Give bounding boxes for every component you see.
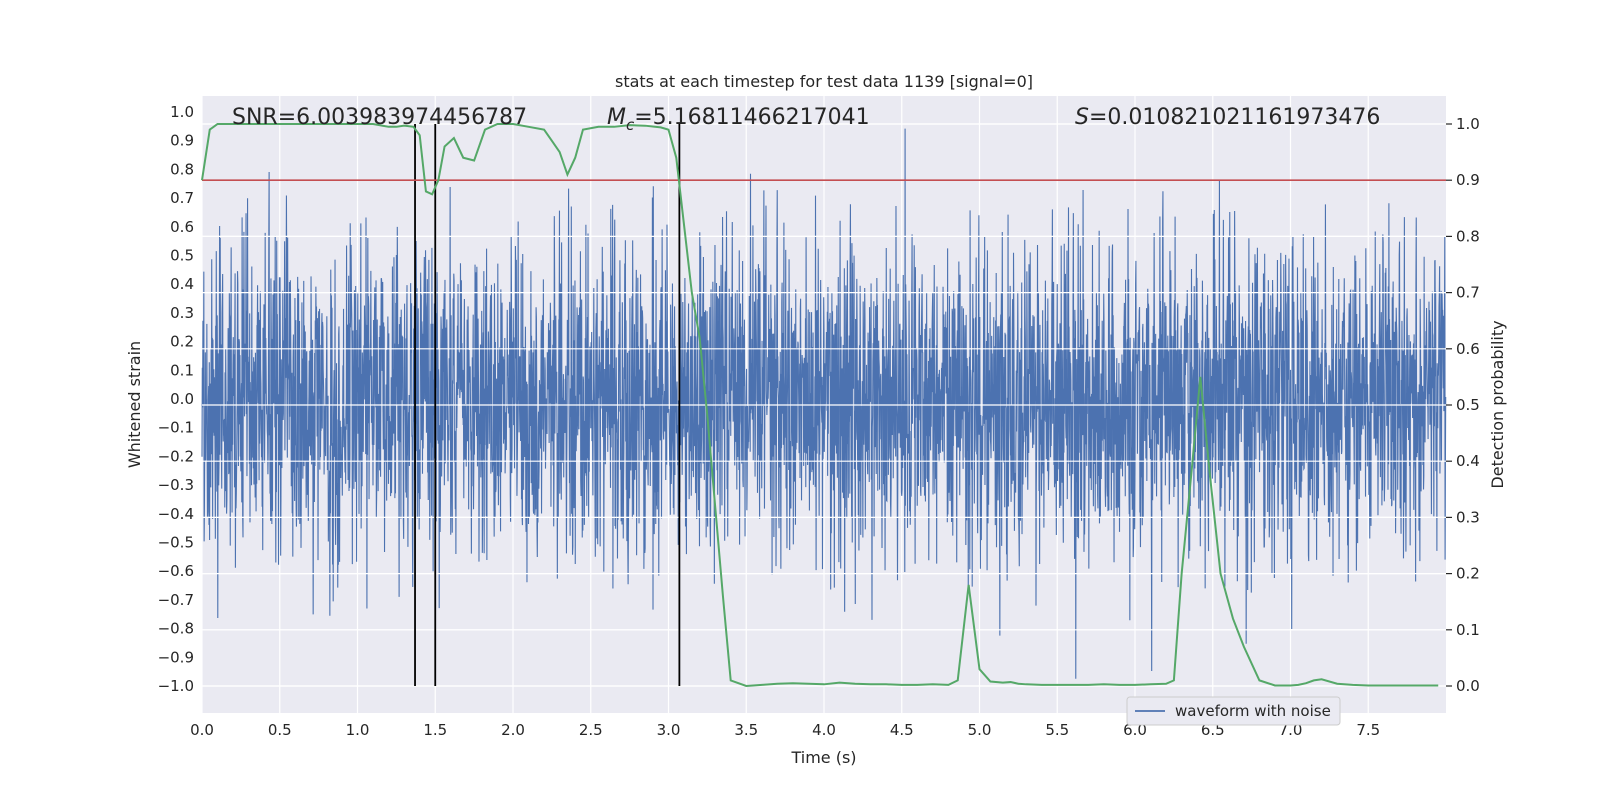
y-right-tick-labels: 1.0 0.9 0.8 0.7 0.6 0.5 0.4 0.3 0.2 0.1 0.0 <box>1446 115 1480 695</box>
y-left-tick-label: −0.5 <box>158 534 194 552</box>
y-left-tick-label: 0.1 <box>170 361 194 379</box>
x-tick-label: 0.5 <box>268 721 292 739</box>
y-left-tick-label: 0.0 <box>170 390 194 408</box>
y-left-tick-label: −0.9 <box>158 648 194 666</box>
y-right-tick-label: 1.0 <box>1456 115 1480 133</box>
waveform-series <box>201 123 1447 687</box>
s-annotation: S=0.010821021161973476 <box>1075 105 1380 130</box>
chart-title: stats at each timestep for test data 113… <box>615 72 1033 91</box>
probability-line <box>201 123 1439 688</box>
x-tick-label: 2.5 <box>579 721 603 739</box>
y-right-tick-label: 0.4 <box>1456 452 1480 470</box>
y-left-tick-label: 0.4 <box>170 275 194 293</box>
y-right-tick-label: 0.0 <box>1456 677 1480 695</box>
waveform-line <box>201 128 1447 679</box>
y-left-tick-label: −0.1 <box>158 419 194 437</box>
y-left-tick-label: −1.0 <box>158 677 194 695</box>
x-tick-label: 4.0 <box>812 721 836 739</box>
x-tick-label: 0.0 <box>190 721 214 739</box>
y-right-axis-label: Detection probability <box>1488 320 1507 488</box>
y-left-tick-label: −0.6 <box>158 562 194 580</box>
y-left-tick-label: −0.7 <box>158 591 194 609</box>
mc-value: =5.16811466217041 <box>634 105 869 130</box>
chirp-mass-annotation: Mc=5.16811466217041 <box>607 105 870 134</box>
legend-label: waveform with noise <box>1175 702 1331 720</box>
x-tick-label: 5.0 <box>968 721 992 739</box>
y-right-tick-label: 0.8 <box>1456 227 1480 245</box>
y-right-tick-label: 0.5 <box>1456 396 1480 414</box>
x-tick-label: 7.5 <box>1356 721 1380 739</box>
y-left-tick-label: −0.4 <box>158 505 194 523</box>
x-tick-label: 5.5 <box>1045 721 1069 739</box>
y-right-tick-label: 0.2 <box>1456 565 1480 583</box>
y-right-tick-label: 0.1 <box>1456 621 1480 639</box>
x-axis-label: Time (s) <box>790 748 856 767</box>
y-right-tick-label: 0.6 <box>1456 340 1480 358</box>
y-left-tick-label: 0.7 <box>170 189 194 207</box>
x-tick-label: 3.5 <box>734 721 758 739</box>
x-tick-label: 2.0 <box>501 721 525 739</box>
y-left-tick-label: −0.3 <box>158 476 194 494</box>
y-left-tick-label: 1.0 <box>170 103 194 121</box>
y-left-axis-label: Whitened strain <box>125 341 144 468</box>
y-left-tick-labels: 1.0 0.9 0.8 0.7 0.6 0.5 0.4 0.3 0.2 0.1 0.0 −0.1 −0.… <box>158 103 194 695</box>
snr-annotation: SNR=6.003983974456787 <box>232 105 527 130</box>
legend-box <box>1126 696 1341 726</box>
x-tick-label: 1.5 <box>423 721 447 739</box>
y-left-tick-label: 0.3 <box>170 304 194 322</box>
y-left-tick-label: 0.6 <box>170 218 194 236</box>
y-left-tick-label: 0.2 <box>170 333 194 351</box>
y-left-tick-label: 0.9 <box>170 132 194 150</box>
x-tick-label: 3.0 <box>657 721 681 739</box>
x-tick-label: 1.0 <box>346 721 370 739</box>
probability-series <box>201 123 1439 688</box>
vertical-markers <box>414 124 681 686</box>
mc-subscript: c <box>626 116 635 134</box>
mc-symbol: M <box>607 105 626 130</box>
y-right-tick-label: 0.3 <box>1456 508 1480 526</box>
y-left-tick-label: 0.8 <box>170 160 194 178</box>
legend: waveform with noise <box>1126 696 1341 726</box>
y-left-tick-label: 0.5 <box>170 247 194 265</box>
s-value: =0.010821021161973476 <box>1089 105 1380 130</box>
y-left-tick-label: −0.2 <box>158 447 194 465</box>
s-symbol: S <box>1075 105 1089 130</box>
y-left-tick-label: −0.8 <box>158 620 194 638</box>
y-right-tick-label: 0.9 <box>1456 171 1480 189</box>
x-tick-label: 4.5 <box>890 721 914 739</box>
y-right-tick-label: 0.7 <box>1456 284 1480 302</box>
